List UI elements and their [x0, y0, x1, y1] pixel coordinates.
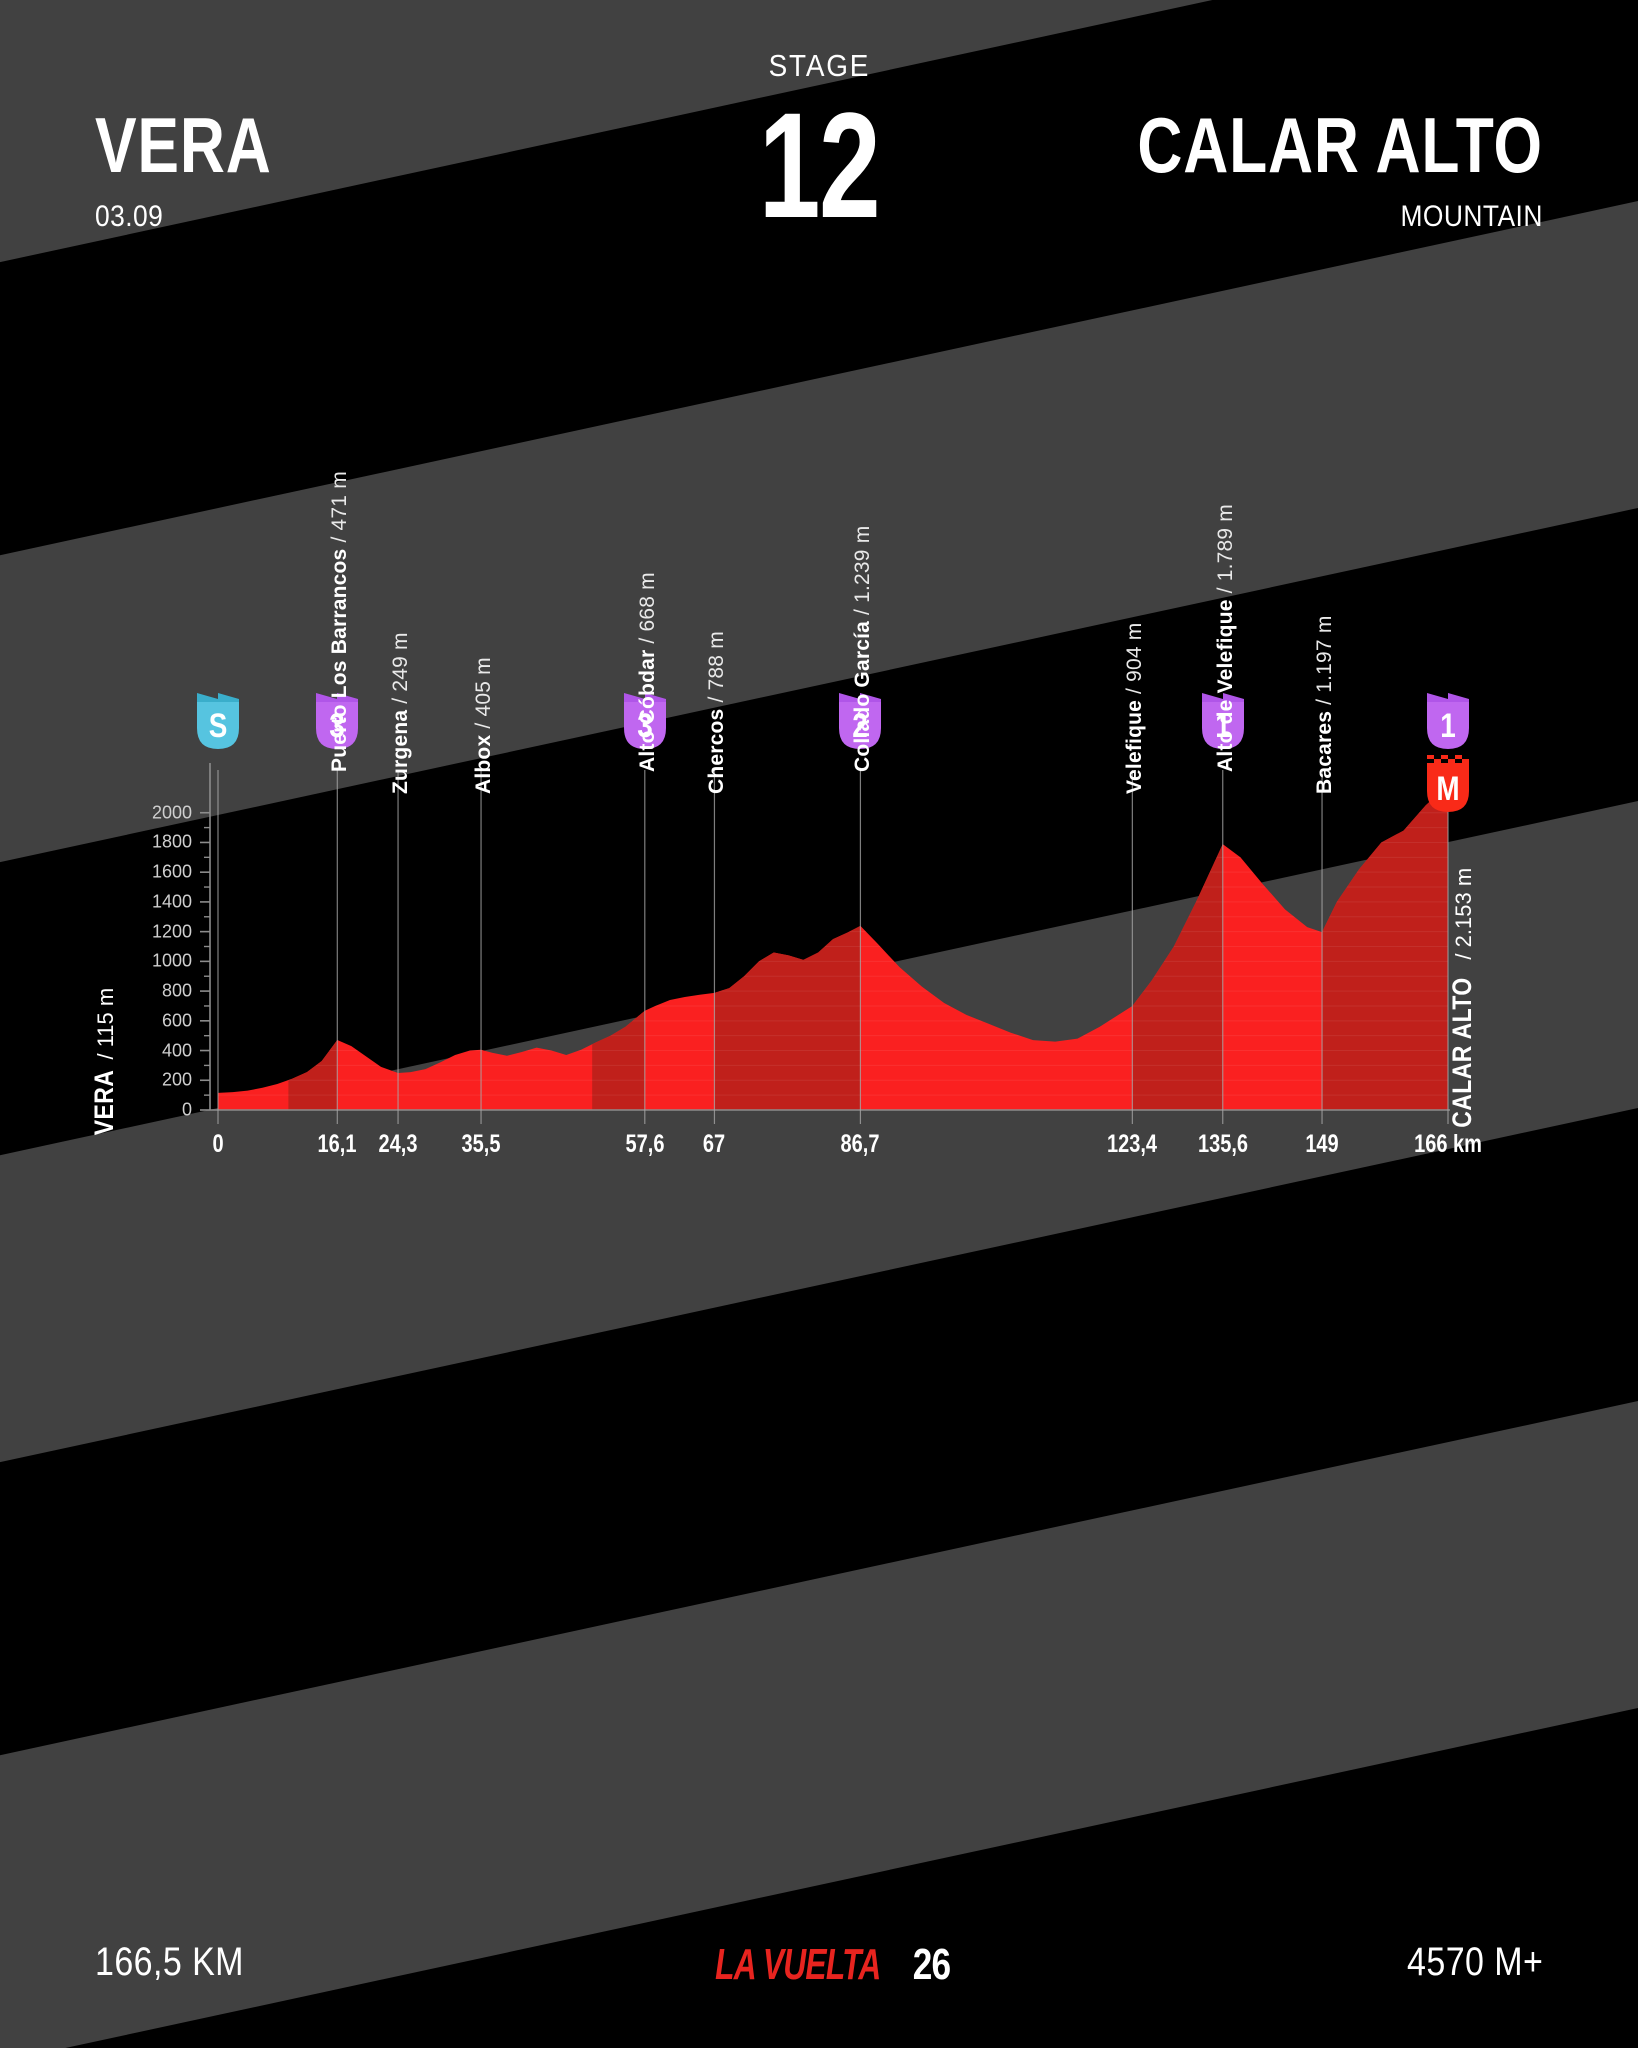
badge-glyph: 3	[637, 707, 653, 745]
start-date: 03.09	[95, 199, 164, 233]
marker-name: Albox	[472, 734, 496, 794]
marker-label: Puerto Los Barrancos / 471 m	[328, 471, 352, 772]
x-axis-tick-label: 24,3	[378, 1130, 418, 1158]
finish-city: CALAR ALTO	[1137, 101, 1543, 189]
marker-label: Alto de Velefique / 1.789 m	[1214, 504, 1238, 772]
x-axis-tick-label: 149	[1305, 1130, 1339, 1158]
y-axis-tick-label: 1600	[151, 861, 192, 882]
profile-chart	[200, 763, 1450, 1124]
marker-altitude: / 1.789 m	[1213, 503, 1237, 594]
la-vuelta-logo: LA VUELTA 26	[0, 1940, 1638, 1990]
x-axis-tick-label: 16,1	[317, 1130, 357, 1158]
x-axis-tick-label: 67	[703, 1130, 726, 1158]
marker-altitude: / 788 m	[705, 631, 729, 703]
y-axis-tick-label: 600	[161, 1010, 192, 1031]
climb-band	[592, 789, 645, 1110]
marker-label: Zurgena / 249 m	[389, 632, 413, 794]
marker-altitude: / 904 m	[1123, 622, 1147, 694]
marker-label: Chercos / 788 m	[705, 631, 729, 794]
header: VERA 03.09 STAGE 12 CALAR ALTO MOUNTAIN	[0, 0, 1638, 300]
badge-glyph: 1	[1214, 707, 1231, 745]
y-axis-tick-label: 400	[161, 1040, 192, 1061]
marker-badge-climb1[interactable]: 1	[1200, 692, 1246, 752]
logo-year: 26	[913, 1940, 951, 1989]
finish-elevation-label: CALAR ALTO / 2.153 m	[1447, 868, 1478, 1141]
finish-altitude: / 2.153 m	[1451, 867, 1476, 960]
y-axis-tick-label: 200	[161, 1069, 192, 1090]
stage-label: STAGE	[768, 48, 870, 83]
y-axis-tick-label: 1400	[151, 891, 192, 912]
x-axis-tick-label: 166 km	[1414, 1130, 1482, 1158]
marker-label: Albox / 405 m	[472, 657, 496, 794]
marker-name: Puerto Los Barrancos	[328, 548, 352, 772]
marker-name: Zurgena	[389, 709, 413, 794]
marker-name: Velefique	[1123, 699, 1147, 794]
badge-glyph: 2	[852, 707, 869, 745]
marker-label: Collado García / 1.239 m	[851, 526, 875, 772]
x-axis-tick-label: 0	[212, 1130, 224, 1158]
x-axis-tick-label: 123,4	[1107, 1130, 1158, 1158]
y-axis-tick-label: 1200	[151, 921, 192, 942]
badge-glyph: S	[208, 707, 228, 745]
footer: 166,5 KM LA VUELTA 26 4570 M+	[0, 1888, 1638, 2048]
marker-badge-finish[interactable]: M	[1425, 755, 1471, 815]
marker-name: Bacares	[1313, 710, 1337, 794]
badge-glyph: 3	[329, 707, 346, 745]
y-axis-tick-label: 2000	[151, 802, 192, 823]
marker-badge-start[interactable]: S	[195, 692, 241, 752]
stage-distance: 166,5 KM	[95, 1940, 244, 1984]
badge-glyph: 1	[1440, 707, 1456, 745]
x-axis-tick-label: 57,6	[625, 1130, 665, 1158]
marker-label: Alto Cóbdar / 668 m	[636, 572, 660, 772]
marker-name: Alto Cóbdar	[635, 649, 659, 772]
marker-name: Chercos	[705, 708, 729, 794]
marker-label: Bacares / 1.197 m	[1313, 615, 1337, 794]
x-axis-tick-label: 135,6	[1197, 1130, 1248, 1158]
badge-glyph: M	[1436, 770, 1460, 808]
start-block: VERA 03.09	[95, 101, 316, 234]
marker-name: Alto de Velefique	[1213, 599, 1237, 772]
marker-altitude: / 249 m	[389, 632, 413, 704]
start-city: VERA	[95, 101, 272, 189]
marker-label: Velefique / 904 m	[1123, 623, 1147, 795]
marker-badge-climb3[interactable]: 3	[314, 692, 360, 752]
marker-badge-climb3[interactable]: 3	[622, 692, 668, 752]
logo-text: LA VUELTA	[714, 1940, 881, 1989]
marker-name: Collado García	[851, 620, 875, 772]
marker-altitude: / 405 m	[472, 657, 496, 729]
x-axis-tick-label: 86,7	[840, 1130, 880, 1158]
marker-altitude: / 1.239 m	[851, 525, 875, 615]
climb-band	[288, 789, 338, 1110]
marker-altitude: / 1.197 m	[1313, 615, 1337, 705]
y-axis-tick-label: 0	[181, 1099, 192, 1120]
marker-leader-lines	[217, 770, 1449, 1124]
elevation-profile: S 3 Puerto Los Barrancos / 471 m Zurgena / …	[0, 470, 1638, 1570]
y-axis-tick-label: 800	[161, 980, 192, 1001]
stage-type: MOUNTAIN	[1400, 199, 1543, 233]
stage-number: 12	[758, 81, 881, 249]
y-axis-tick-label: 1800	[151, 831, 192, 852]
stage-block: STAGE 12	[0, 48, 1638, 240]
x-axis-tick-label: 35,5	[461, 1130, 501, 1158]
marker-altitude: / 471 m	[328, 471, 352, 543]
marker-altitude: / 668 m	[635, 572, 659, 644]
finish-name: CALAR ALTO	[1447, 977, 1477, 1128]
marker-badge-climb1[interactable]: 1	[1425, 692, 1471, 752]
marker-badge-climb2[interactable]: 2	[837, 692, 883, 752]
stage-elevation-gain: 4570 M+	[1406, 1940, 1543, 1984]
y-axis-tick-label: 1000	[151, 950, 192, 971]
y-axis	[200, 763, 211, 1111]
finish-block: CALAR ALTO MOUNTAIN	[1036, 101, 1543, 234]
